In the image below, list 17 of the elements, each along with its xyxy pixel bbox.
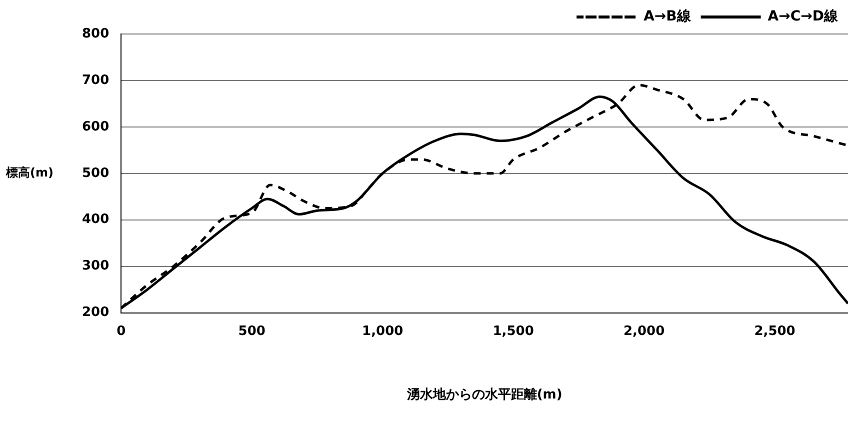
y-axis-title: 標高(m) xyxy=(5,166,54,180)
legend-label: A→B線 xyxy=(644,8,692,25)
x-tick-label: 2,000 xyxy=(623,324,665,339)
x-tick-label: 500 xyxy=(238,324,266,339)
legend-label: A→C→D線 xyxy=(768,8,839,25)
y-tick-label: 600 xyxy=(82,119,110,134)
y-tick-label: 500 xyxy=(82,166,110,181)
y-tick-label: 400 xyxy=(82,212,110,228)
x-axis-title: 湧水地からの水平距離(m) xyxy=(406,388,562,403)
y-tick-label: 800 xyxy=(82,26,110,42)
x-tick-label: 2,500 xyxy=(754,324,796,339)
y-tick-label: 300 xyxy=(82,258,110,274)
y-tick-label: 700 xyxy=(82,72,110,88)
x-tick-label: 1,000 xyxy=(362,324,404,339)
x-tick-label: 0 xyxy=(116,324,126,339)
y-tick-label: 200 xyxy=(82,305,110,320)
x-tick-label: 1,500 xyxy=(492,324,534,339)
